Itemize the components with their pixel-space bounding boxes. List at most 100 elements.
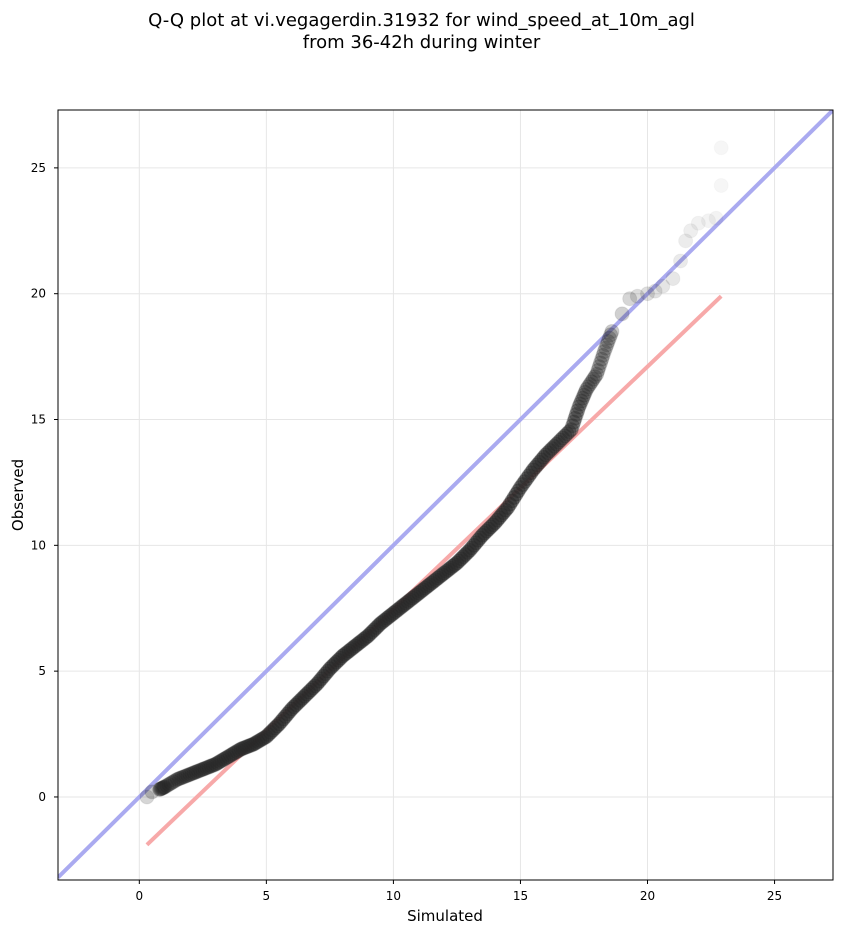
quantile-point (546, 438, 562, 454)
quantile-point (220, 749, 236, 765)
quantile-point (540, 445, 556, 461)
quantile-point (629, 288, 645, 304)
quantile-point (590, 362, 606, 378)
y-tick-label: 5 (38, 664, 46, 678)
quantile-point (596, 344, 612, 360)
x-tick-label: 20 (640, 889, 655, 903)
quantile-point (598, 340, 614, 356)
quantile-point (176, 769, 192, 785)
quantile-point (577, 384, 593, 400)
quantile-point (208, 756, 224, 772)
quantile-point (683, 223, 698, 238)
quantile-point (604, 323, 620, 339)
x-axis-ticks: 0 5 10 15 20 25 (135, 880, 782, 903)
quantile-point (169, 771, 185, 787)
quantile-point (195, 761, 211, 777)
quantile-point (178, 768, 194, 784)
quantile-point (587, 369, 603, 385)
quantile-point (186, 765, 202, 781)
quantile-point (197, 760, 213, 776)
quantile-point (167, 773, 183, 789)
quantile-point (523, 465, 539, 481)
quantile-point (155, 780, 171, 796)
quantile-point (182, 766, 198, 782)
quantile-point (144, 784, 160, 800)
quantile-point (640, 286, 656, 302)
chart-title-line2: from 36-42h during winter (302, 32, 541, 53)
quantile-point (678, 233, 694, 249)
quantile-point (665, 271, 681, 287)
quantile-point (532, 454, 548, 470)
quantile-point (563, 422, 579, 438)
quantile-point (218, 750, 234, 766)
quantile-point (673, 253, 689, 269)
quantile-point (580, 379, 596, 395)
quantile-point (591, 359, 607, 375)
quantile-point (529, 457, 545, 473)
x-axis-label: Simulated (407, 907, 483, 925)
quantile-point (614, 306, 630, 322)
quantile-point (691, 216, 706, 231)
quantile-point (585, 371, 601, 387)
x-tick-label: 0 (135, 889, 143, 903)
quantile-point (199, 760, 215, 776)
quantile-point (566, 414, 582, 430)
quantile-point (154, 780, 170, 796)
axes-frame (57, 109, 834, 881)
quantile-point (527, 459, 543, 475)
quantile-point (594, 351, 610, 367)
quantile-point (571, 399, 587, 415)
quantile-point (152, 781, 168, 797)
quantile-point (205, 757, 221, 773)
quantile-point (210, 755, 226, 771)
quantile-point (570, 403, 586, 419)
y-tick-label: 10 (31, 538, 46, 552)
quantile-point (216, 751, 232, 767)
quantile-points (139, 140, 729, 805)
quantile-point (521, 468, 537, 484)
quantile-point (595, 347, 611, 363)
chart-title-line1: Q-Q plot at vi.vegagerdin.31932 for wind… (148, 10, 695, 31)
quantile-point (184, 765, 200, 781)
quantile-point (510, 483, 526, 499)
quantile-point (544, 440, 560, 456)
quantile-point (551, 434, 567, 450)
x-tick-label: 5 (263, 889, 271, 903)
quantile-point (701, 213, 716, 228)
quantile-point (519, 471, 535, 487)
quantile-point (157, 779, 173, 795)
quantile-point (647, 283, 663, 299)
quantile-point (567, 410, 583, 426)
quantile-point (152, 781, 168, 797)
quantile-point (515, 477, 531, 493)
quantile-point (212, 754, 228, 770)
quantile-point (561, 424, 577, 440)
quantile-point (622, 291, 638, 307)
quantile-point (548, 436, 564, 452)
quantile-point (517, 474, 533, 490)
quantile-point (714, 178, 729, 193)
quantile-point (555, 430, 571, 446)
quantile-point (191, 763, 207, 779)
quantile-point (172, 771, 188, 787)
quantile-point (601, 330, 617, 346)
y-axis-label: Observed (9, 459, 27, 531)
quantile-point (582, 376, 598, 392)
quantile-point (180, 767, 196, 783)
quantile-point (584, 374, 600, 390)
quantile-point (159, 778, 175, 794)
quantile-point (575, 390, 591, 406)
quantile-point (603, 327, 619, 343)
quantile-point (565, 418, 581, 434)
quantile-point (553, 432, 569, 448)
quantile-point (161, 776, 177, 792)
y-tick-label: 15 (31, 413, 46, 427)
x-tick-label: 10 (386, 889, 401, 903)
quantile-point (153, 781, 169, 797)
y-tick-label: 25 (31, 161, 46, 175)
identity-line (58, 110, 833, 879)
quantile-point (139, 789, 155, 805)
x-tick-label: 25 (767, 889, 782, 903)
quantile-point (538, 447, 554, 463)
